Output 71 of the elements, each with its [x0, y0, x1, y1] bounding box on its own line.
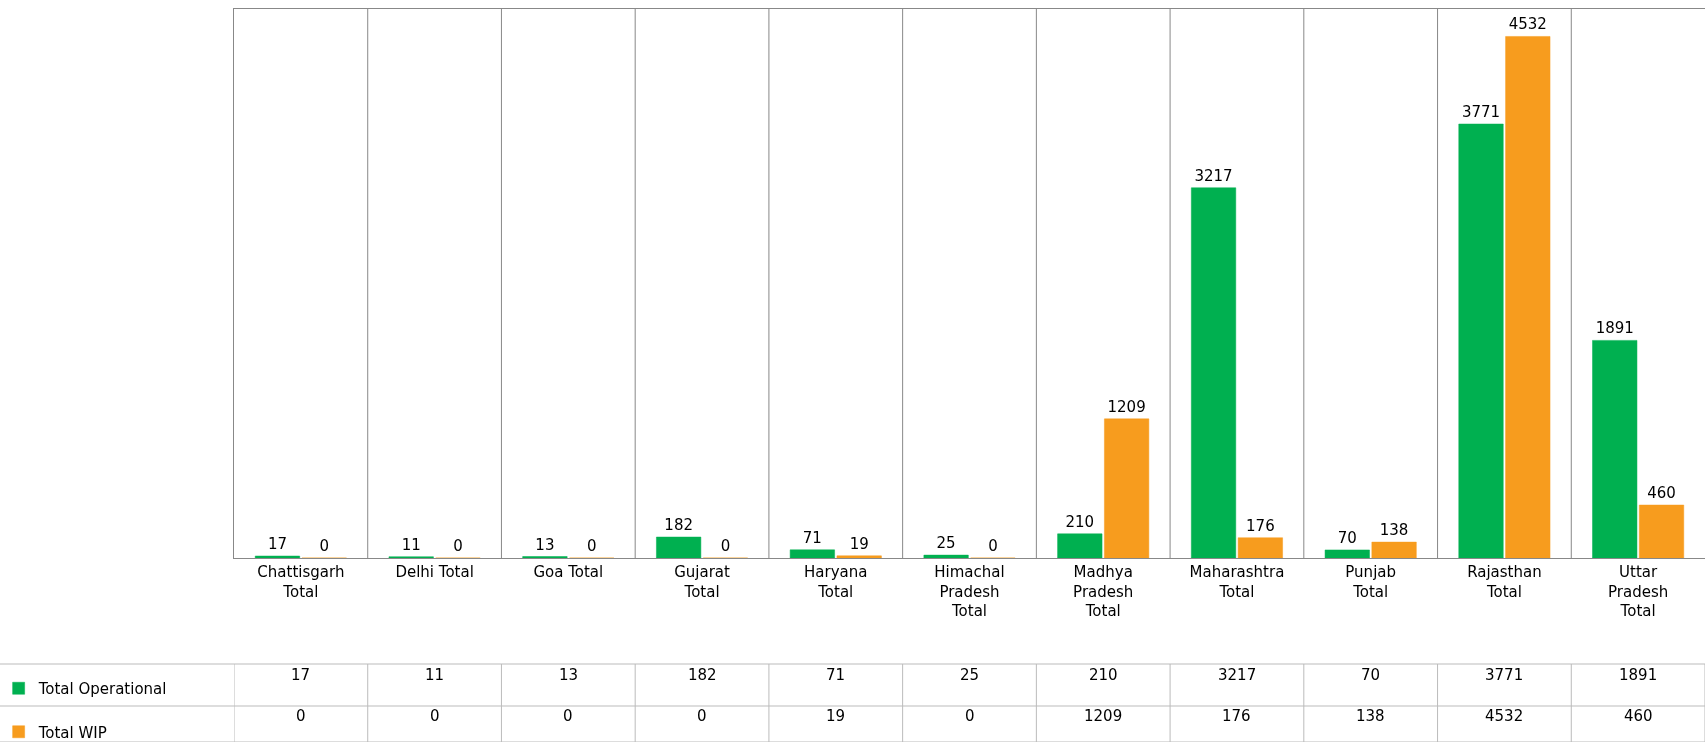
data-label: 70 [1361, 666, 1381, 684]
text: 17 [267, 535, 288, 554]
x-tick-label: Madhya Pradesh Total [1073, 563, 1134, 620]
x-tick-label: Maharashtra Total [1189, 563, 1285, 601]
bar [1639, 504, 1685, 558]
text: 0 [586, 537, 597, 555]
legend-label: Total Operational [37, 680, 167, 699]
text: 1209 [1107, 397, 1146, 416]
bar [1057, 533, 1103, 558]
data-label: 210 [1089, 666, 1118, 684]
text: 19 [849, 534, 869, 553]
x-tick-label: Uttar Pradesh Total [1608, 563, 1669, 620]
bar [1371, 541, 1417, 558]
data-label: 0 [430, 707, 440, 725]
data-label: 0 [697, 707, 707, 725]
text: 25 [936, 534, 956, 553]
data-label: 4532 [1485, 707, 1524, 725]
text: 0 [988, 537, 998, 555]
text: 0 [453, 537, 463, 555]
text: 71 [802, 528, 822, 547]
x-tick-label: Rajasthan Total [1467, 563, 1542, 601]
bar [656, 536, 702, 558]
data-label: 138 [1356, 707, 1385, 725]
data-label: 182 [688, 666, 717, 684]
text: 138 [1379, 521, 1409, 540]
x-tick-label: Gujarat Total [674, 563, 731, 601]
data-label: 3217 [1218, 666, 1257, 684]
bar [789, 549, 835, 558]
x-tick-label: Himachal Pradesh Total [934, 563, 1005, 620]
data-label: 25 [960, 666, 980, 684]
bar [836, 555, 882, 558]
data-label: 71 [826, 666, 846, 684]
x-tick-label: Haryana Total [804, 563, 868, 601]
data-label: 17 [291, 666, 311, 684]
bar [923, 554, 969, 558]
bar [1237, 537, 1283, 558]
data-label: 0 [563, 707, 573, 725]
bar [1592, 340, 1638, 558]
text: 0 [319, 537, 330, 555]
legend-label: Total WIP [37, 723, 107, 742]
bar [1104, 418, 1150, 558]
text: 210 [1065, 512, 1095, 531]
bar [1458, 123, 1504, 558]
data-label: 1891 [1619, 666, 1658, 684]
data-label: 11 [425, 666, 445, 684]
data-label: 0 [296, 707, 306, 725]
bar [1191, 187, 1237, 558]
text: 0 [720, 537, 731, 555]
data-label: 460 [1624, 707, 1653, 725]
x-tick-label: Goa Total [533, 563, 604, 581]
data-label: 13 [559, 666, 579, 684]
bar [1505, 36, 1551, 558]
data-label: 19 [826, 707, 846, 725]
text: 3217 [1194, 166, 1233, 185]
x-tick-label: Delhi Total [395, 563, 474, 581]
text: 11 [401, 535, 421, 554]
data-label: 176 [1222, 707, 1251, 725]
text: 1891 [1595, 319, 1634, 338]
text: 460 [1647, 484, 1676, 503]
text: 4532 [1508, 15, 1547, 34]
text: 176 [1246, 516, 1275, 535]
x-tick-label: Chattisgarh Total [257, 563, 345, 601]
data-label: 3771 [1485, 666, 1524, 684]
text: 70 [1337, 528, 1357, 547]
text: 3771 [1461, 103, 1501, 122]
bar [1324, 549, 1370, 558]
text: 182 [664, 516, 693, 535]
data-label: 1209 [1084, 707, 1123, 725]
text: 13 [535, 535, 555, 554]
x-tick-label: Punjab Total [1345, 563, 1397, 601]
data-label: 0 [965, 707, 975, 725]
